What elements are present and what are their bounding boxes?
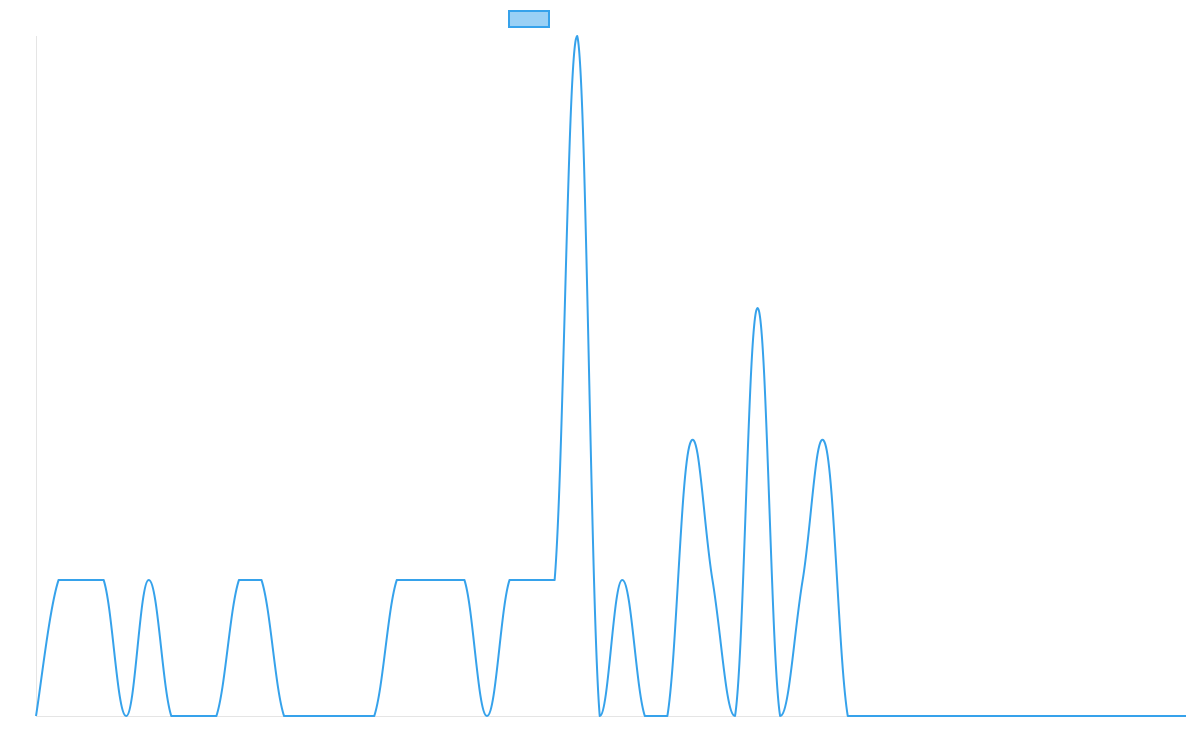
data-point[interactable] <box>1138 713 1144 719</box>
data-point[interactable] <box>281 713 287 719</box>
data-point[interactable] <box>101 577 107 583</box>
data-point[interactable] <box>484 713 490 719</box>
data-point[interactable] <box>867 713 873 719</box>
data-point[interactable] <box>777 713 783 719</box>
data-point[interactable] <box>78 577 84 583</box>
data-point[interactable] <box>890 713 896 719</box>
data-point[interactable] <box>574 33 580 39</box>
data-point[interactable] <box>1070 713 1076 719</box>
data-point[interactable] <box>213 713 219 719</box>
data-point[interactable] <box>326 713 332 719</box>
data-point[interactable] <box>687 441 693 447</box>
data-point[interactable] <box>822 441 828 447</box>
data-point[interactable] <box>1183 713 1189 719</box>
data-point[interactable] <box>800 577 806 583</box>
data-point[interactable] <box>349 713 355 719</box>
data-point[interactable] <box>56 577 62 583</box>
data-point[interactable] <box>958 713 964 719</box>
data-point[interactable] <box>642 713 648 719</box>
data-point[interactable] <box>236 577 242 583</box>
data-point[interactable] <box>146 577 152 583</box>
legend-swatch[interactable] <box>508 10 550 28</box>
data-point[interactable] <box>461 577 467 583</box>
data-point[interactable] <box>394 577 400 583</box>
data-point[interactable] <box>304 713 310 719</box>
data-point[interactable] <box>912 713 918 719</box>
data-point[interactable] <box>597 713 603 719</box>
data-point[interactable] <box>1048 713 1054 719</box>
data-point[interactable] <box>439 577 445 583</box>
data-point[interactable] <box>664 713 670 719</box>
data-point[interactable] <box>258 577 264 583</box>
data-point[interactable] <box>1093 713 1099 719</box>
data-point[interactable] <box>732 713 738 719</box>
data-point[interactable] <box>709 577 715 583</box>
data-point[interactable] <box>980 713 986 719</box>
data-point[interactable] <box>1115 713 1121 719</box>
data-point[interactable] <box>755 305 761 311</box>
data-point[interactable] <box>1003 713 1009 719</box>
data-point[interactable] <box>1025 713 1031 719</box>
data-point[interactable] <box>935 713 941 719</box>
data-point[interactable] <box>168 713 174 719</box>
data-point[interactable] <box>529 577 535 583</box>
data-point[interactable] <box>371 713 377 719</box>
data-point[interactable] <box>619 577 625 583</box>
data-point[interactable] <box>123 713 129 719</box>
series-line-0 <box>35 35 1186 717</box>
data-point[interactable] <box>33 713 39 719</box>
data-point[interactable] <box>845 713 851 719</box>
data-point[interactable] <box>507 577 513 583</box>
data-point[interactable] <box>416 577 422 583</box>
data-point[interactable] <box>191 713 197 719</box>
series-layer <box>33 33 1189 719</box>
data-point[interactable] <box>552 577 558 583</box>
data-point[interactable] <box>1160 713 1166 719</box>
